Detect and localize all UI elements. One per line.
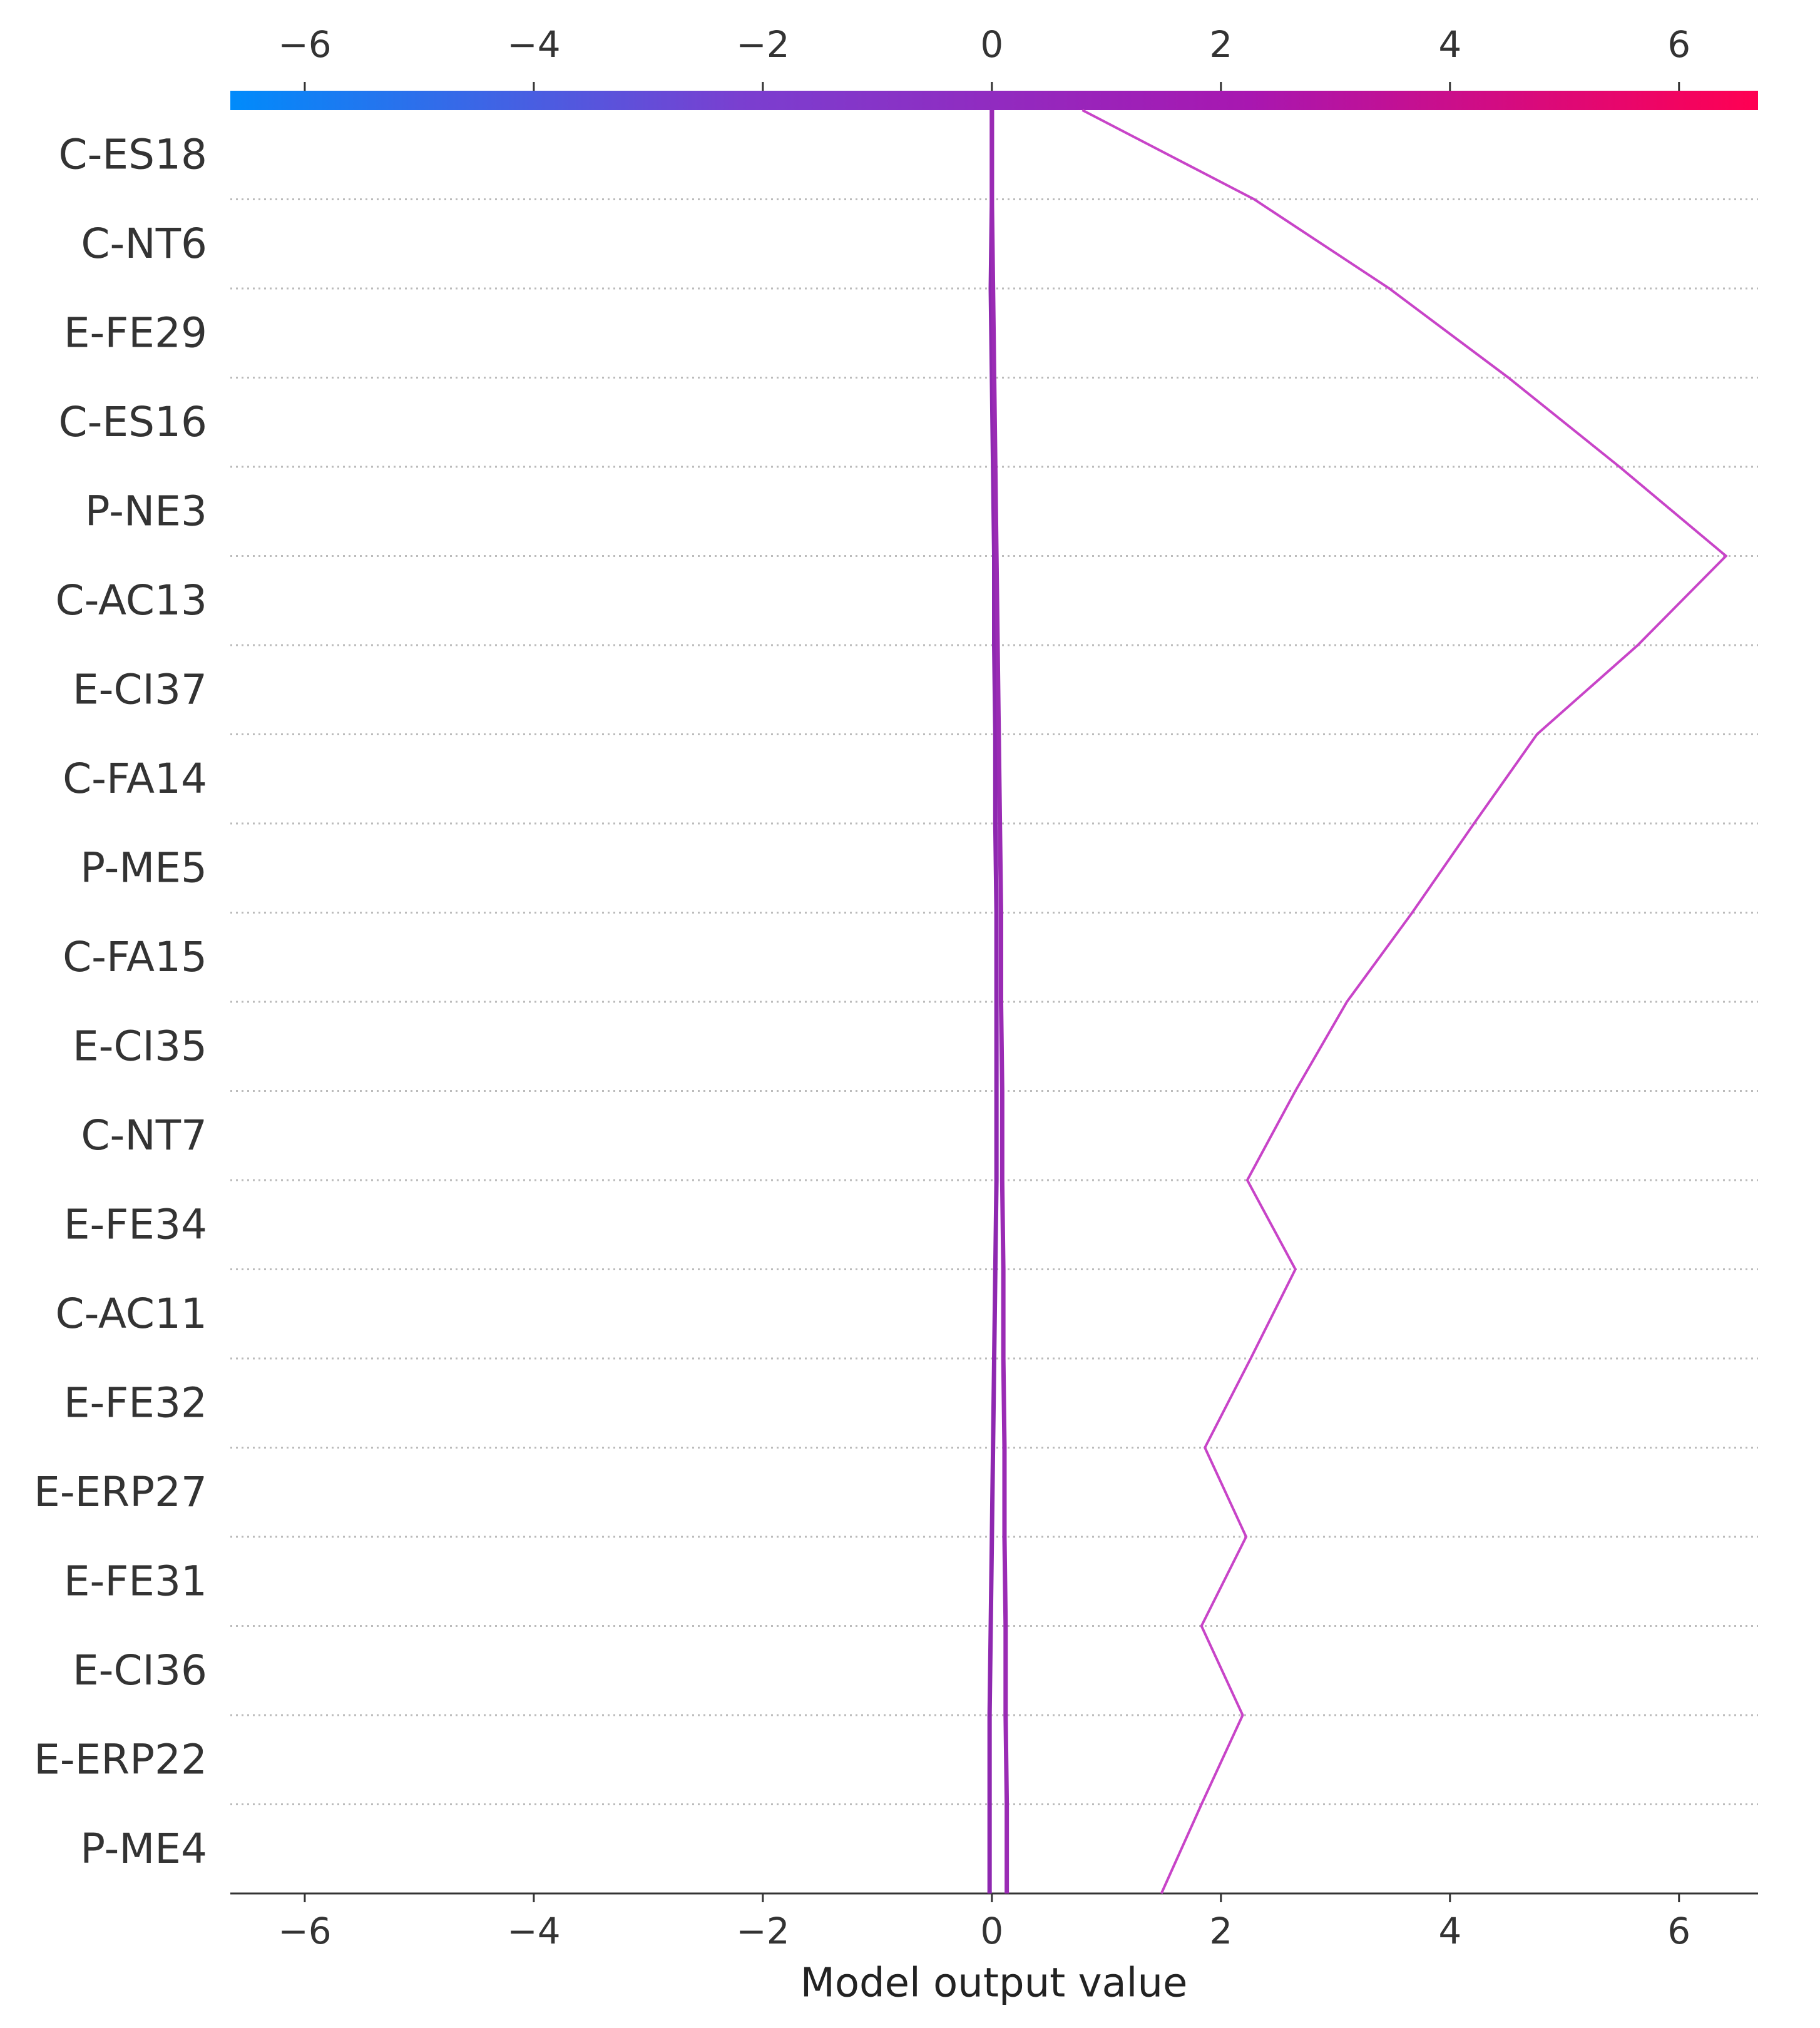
feature-label: C-NT6 [81,220,207,268]
colorbar-tick-label: 6 [1667,23,1690,66]
feature-label: C-FA14 [63,755,207,803]
x-tick-label: 6 [1667,1910,1690,1952]
colorbar-tick-label: 0 [980,23,1003,66]
feature-label: E-CI37 [73,665,207,713]
feature-label: E-FE29 [64,308,207,357]
x-tick-label: −2 [736,1910,790,1952]
colorbar [230,91,1758,110]
x-tick-label: −6 [278,1910,332,1952]
decision-line [987,110,999,1893]
feature-label: C-ES18 [59,130,207,178]
feature-label: E-CI36 [73,1646,207,1694]
colorbar-tick-label: −6 [278,23,332,66]
feature-label: P-ME5 [80,843,207,892]
feature-label: C-AC11 [55,1290,207,1338]
feature-label: E-FE31 [64,1557,207,1605]
decision-line [1081,109,1728,1894]
feature-label: E-ERP27 [34,1468,207,1516]
feature-label: C-AC13 [55,576,207,624]
feature-label: E-ERP22 [34,1735,207,1783]
feature-label: C-FA15 [63,933,207,981]
x-axis-label: Model output value [800,1960,1188,2007]
x-tick-label: 2 [1209,1910,1232,1952]
feature-label: C-NT7 [81,1111,207,1159]
decision-line [989,110,1010,1893]
feature-label: E-FE32 [64,1378,207,1427]
x-tick-label: 4 [1438,1910,1461,1952]
colorbar-tick-label: 4 [1438,23,1461,66]
colorbar-tick-label: −4 [507,23,561,66]
feature-label: P-NE3 [85,487,207,535]
feature-label: E-FE34 [64,1200,207,1248]
x-tick-label: 0 [980,1910,1003,1952]
feature-label: P-ME4 [80,1825,207,1873]
colorbar-tick-label: −2 [736,23,790,66]
x-tick-label: −4 [507,1910,561,1952]
feature-label: E-CI35 [73,1022,207,1070]
colorbar-tick-label: 2 [1209,23,1232,66]
feature-label: C-ES16 [59,398,207,446]
